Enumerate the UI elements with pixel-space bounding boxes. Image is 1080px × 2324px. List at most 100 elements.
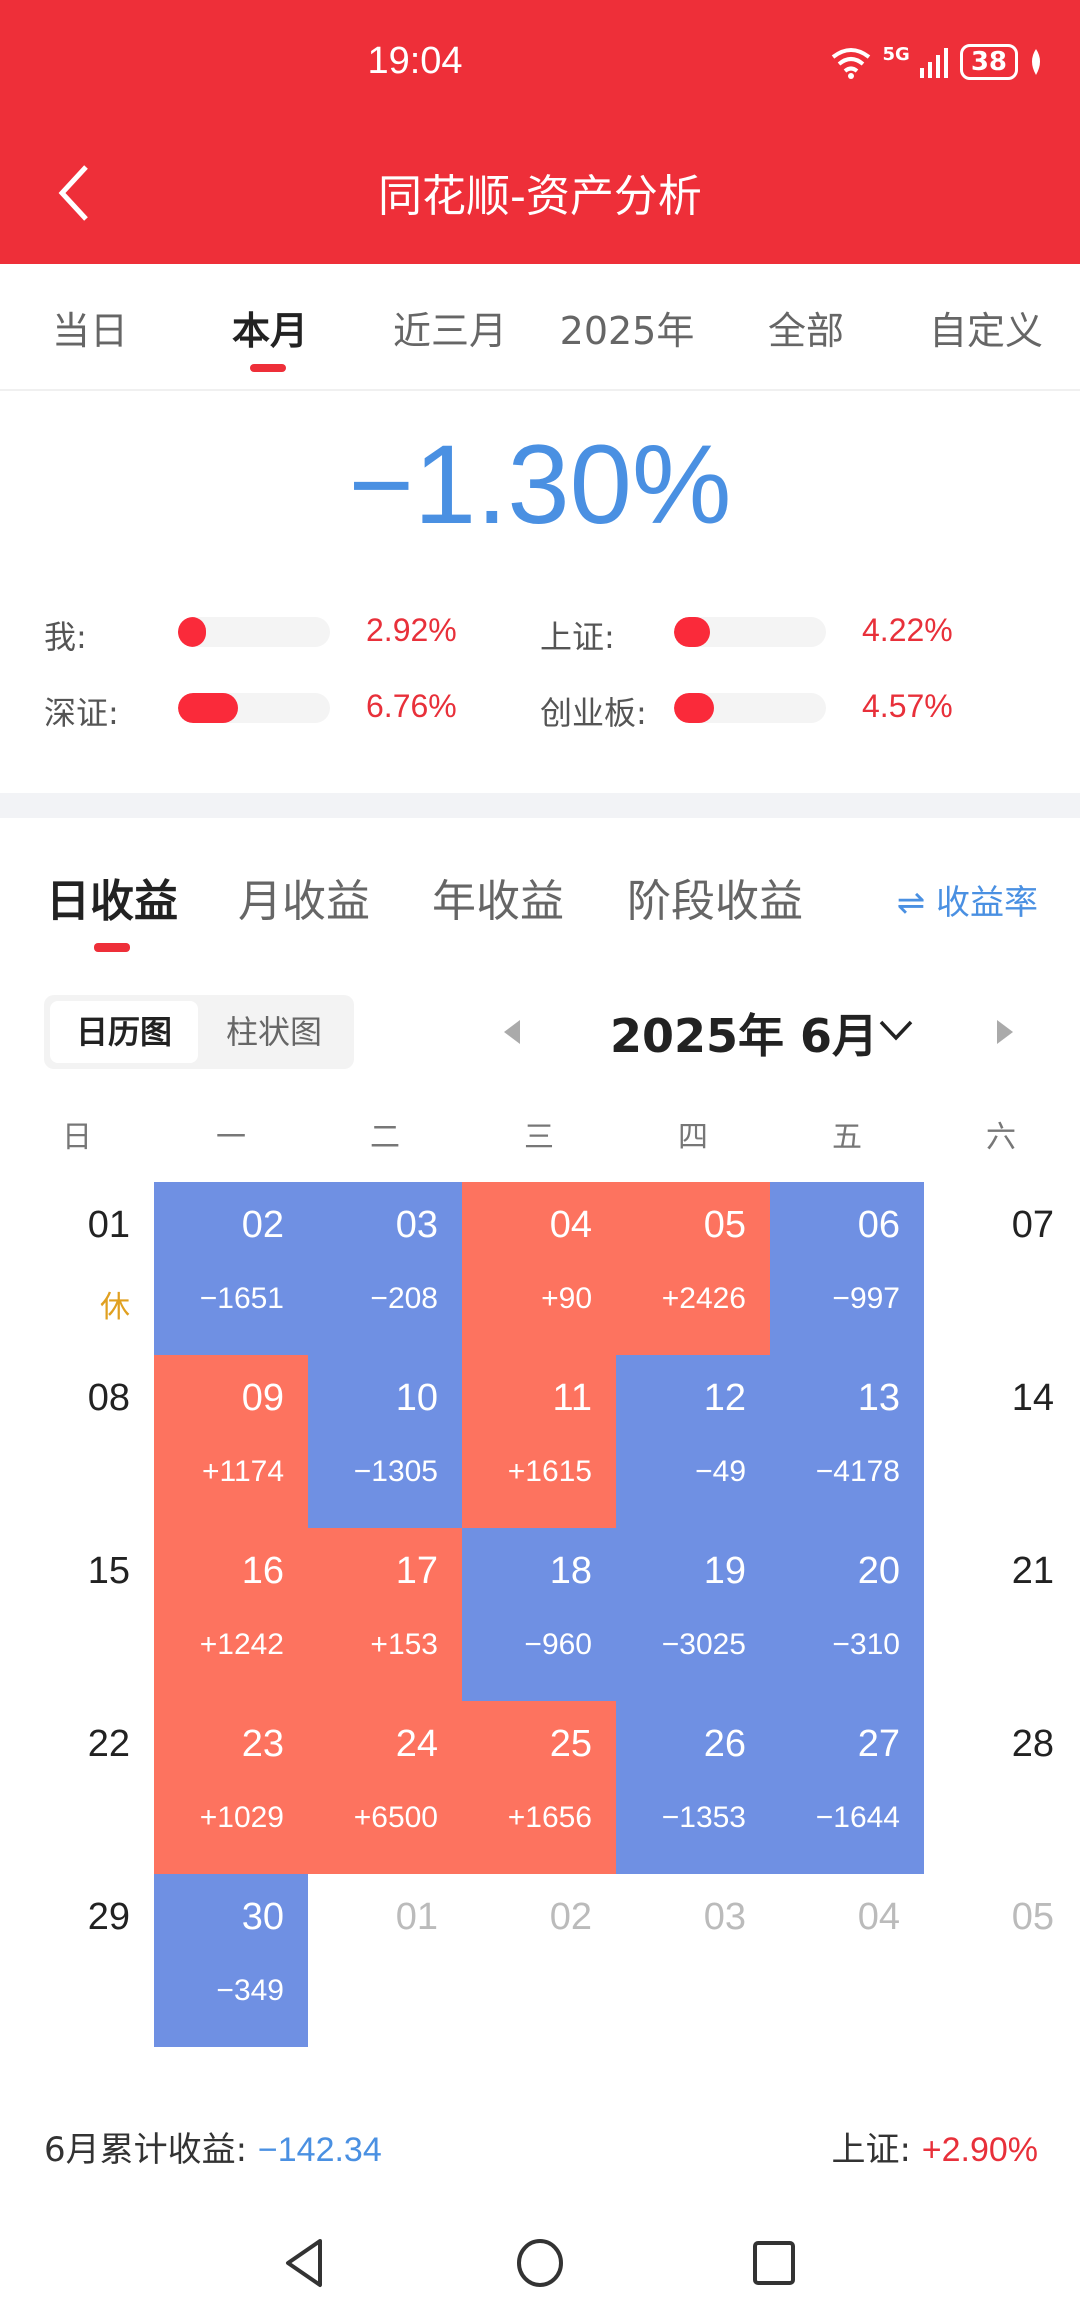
- calendar-day-cell[interactable]: 17 +153: [308, 1528, 462, 1701]
- calendar-day-cell[interactable]: 01 休: [0, 1182, 154, 1355]
- calendar-day-cell[interactable]: 14: [924, 1355, 1078, 1528]
- tab-daily-profit[interactable]: 日收益: [46, 876, 178, 927]
- back-chevron-icon[interactable]: [52, 163, 102, 223]
- calendar-day-cell[interactable]: 22: [0, 1701, 154, 1874]
- calendar-day-cell[interactable]: 06 −997: [770, 1182, 924, 1355]
- calendar-day-cell[interactable]: 27 −1644: [770, 1701, 924, 1874]
- calendar-view-button[interactable]: 日历图: [50, 1001, 198, 1063]
- day-profit: −960: [524, 1628, 592, 1661]
- weekday-thu: 四: [678, 1120, 708, 1155]
- day-number: 13: [857, 1377, 900, 1419]
- signal-icon: [919, 48, 948, 78]
- calendar-day-cell[interactable]: 03 −208: [308, 1182, 462, 1355]
- calendar-day-cell[interactable]: 08: [0, 1355, 154, 1528]
- calendar-day-cell[interactable]: 11 +1615: [462, 1355, 616, 1528]
- wifi-icon: [831, 48, 870, 79]
- calendar-day-cell[interactable]: 26 −1353: [616, 1701, 770, 1874]
- compare-label-sz: 深证:: [44, 694, 119, 732]
- day-number: 24: [395, 1723, 438, 1765]
- day-number: 22: [87, 1723, 130, 1765]
- rate-toggle-label: 收益率: [936, 883, 1038, 923]
- tab-monthly-profit[interactable]: 月收益: [238, 876, 370, 927]
- day-profit: −1644: [815, 1801, 900, 1834]
- calendar-day-cell[interactable]: 21: [924, 1528, 1078, 1701]
- tab-period-profit[interactable]: 阶段收益: [627, 876, 803, 927]
- holiday-badge: 休: [100, 1290, 130, 1325]
- compare-label-me: 我:: [44, 618, 87, 656]
- day-profit: +1029: [199, 1801, 284, 1834]
- active-tab-indicator: [250, 364, 286, 372]
- calendar-day-cell[interactable]: 29: [0, 1874, 154, 2047]
- leaf-icon: [1032, 49, 1040, 75]
- month-label[interactable]: 2025年 6月: [610, 1009, 879, 1063]
- monthly-total-label: 6月累计收益:: [44, 2130, 248, 2170]
- day-number: 09: [241, 1377, 284, 1419]
- day-number: 20: [857, 1550, 900, 1592]
- calendar-day-cell[interactable]: 28: [924, 1701, 1078, 1874]
- day-number: 06: [857, 1204, 900, 1246]
- calendar-day-cell[interactable]: 19 −3025: [616, 1528, 770, 1701]
- calendar-day-cell[interactable]: 12 −49: [616, 1355, 770, 1528]
- day-number: 03: [703, 1896, 746, 1938]
- day-number: 25: [549, 1723, 592, 1765]
- calendar-day-cell[interactable]: 23 +1029: [154, 1701, 308, 1874]
- calendar-day-cell[interactable]: 15: [0, 1528, 154, 1701]
- page-title: 同花顺-资产分析: [378, 171, 702, 222]
- swap-icon: ⇌: [896, 883, 926, 923]
- calendar-day-cell[interactable]: 03: [616, 1874, 770, 2047]
- status-icons: 5G 38: [829, 44, 1045, 80]
- nav-back-icon[interactable]: [282, 2238, 326, 2288]
- calendar-day-cell[interactable]: 07: [924, 1182, 1078, 1355]
- compare-value-sz: 6.76%: [366, 688, 457, 724]
- day-number: 16: [241, 1550, 284, 1592]
- calendar-day-cell[interactable]: 04: [770, 1874, 924, 2047]
- calendar-day-cell[interactable]: 16 +1242: [154, 1528, 308, 1701]
- calendar-day-cell[interactable]: 09 +1174: [154, 1355, 308, 1528]
- day-number: 27: [857, 1723, 900, 1765]
- tab-this-month[interactable]: 本月: [231, 309, 308, 353]
- chevron-down-icon[interactable]: [878, 1018, 914, 1042]
- calendar-day-cell[interactable]: 20 −310: [770, 1528, 924, 1701]
- compare-bar-me: [178, 617, 330, 647]
- calendar-day-cell[interactable]: 24 +6500: [308, 1701, 462, 1874]
- calendar-day-cell[interactable]: 04 +90: [462, 1182, 616, 1355]
- day-profit: −3025: [661, 1628, 746, 1661]
- tab-today[interactable]: 当日: [51, 309, 128, 353]
- triangle-left-icon[interactable]: [502, 1018, 522, 1046]
- tab-all[interactable]: 全部: [767, 309, 844, 353]
- calendar-day-cell[interactable]: 05: [924, 1874, 1078, 2047]
- monthly-total-value: −142.34: [257, 2131, 382, 2169]
- day-number: 04: [549, 1204, 592, 1246]
- nav-recents-icon[interactable]: [752, 2240, 796, 2286]
- day-profit: −1353: [661, 1801, 746, 1834]
- tab-three-months[interactable]: 近三月: [392, 309, 507, 353]
- calendar-day-cell[interactable]: 05 +2426: [616, 1182, 770, 1355]
- calendar-day-cell[interactable]: 25 +1656: [462, 1701, 616, 1874]
- compare-bar-chinext: [674, 693, 826, 723]
- calendar-day-cell[interactable]: 02 −1651: [154, 1182, 308, 1355]
- day-profit: −1305: [353, 1455, 438, 1488]
- day-number: 01: [395, 1896, 438, 1938]
- calendar-day-cell[interactable]: 02: [462, 1874, 616, 2047]
- nav-home-icon[interactable]: [516, 2238, 564, 2288]
- day-number: 19: [703, 1550, 746, 1592]
- weekday-mon: 一: [216, 1120, 246, 1155]
- day-number: 08: [87, 1377, 130, 1419]
- calendar-day-cell[interactable]: 30 −349: [154, 1874, 308, 2047]
- day-profit: −49: [695, 1455, 746, 1488]
- calendar-day-cell[interactable]: 01: [308, 1874, 462, 2047]
- day-number: 05: [1011, 1896, 1054, 1938]
- rate-toggle-button[interactable]: ⇌ 收益率: [897, 875, 1038, 924]
- day-number: 02: [549, 1896, 592, 1938]
- calendar-day-cell[interactable]: 18 −960: [462, 1528, 616, 1701]
- day-number: 18: [549, 1550, 592, 1592]
- tab-2025[interactable]: 2025年: [559, 309, 695, 353]
- tab-custom[interactable]: 自定义: [928, 309, 1043, 353]
- calendar-day-cell[interactable]: 13 −4178: [770, 1355, 924, 1528]
- day-profit: +6500: [353, 1801, 438, 1834]
- weekday-tue: 二: [370, 1120, 400, 1155]
- calendar-day-cell[interactable]: 10 −1305: [308, 1355, 462, 1528]
- bar-view-button[interactable]: 柱状图: [225, 1013, 322, 1051]
- triangle-right-icon[interactable]: [995, 1018, 1015, 1046]
- tab-yearly-profit[interactable]: 年收益: [432, 876, 564, 927]
